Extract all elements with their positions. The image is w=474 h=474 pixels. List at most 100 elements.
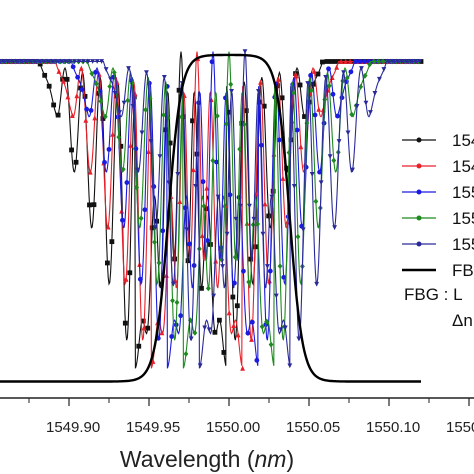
series-layer	[0, 49, 424, 383]
series-1-point	[199, 232, 205, 239]
series-1-point	[61, 78, 66, 84]
series-2-point	[75, 74, 81, 80]
series-4-point	[112, 91, 118, 96]
series-2-point	[214, 159, 219, 165]
series-1-point	[316, 106, 322, 112]
series-4-point	[72, 59, 78, 64]
series-4-point	[63, 59, 69, 64]
series-4-point	[41, 59, 46, 64]
series-2-point	[88, 108, 94, 113]
series-4-point	[305, 81, 311, 86]
series-3	[0, 51, 422, 369]
series-1-point	[92, 115, 98, 121]
series-1-point	[231, 322, 237, 329]
series-3-point	[268, 341, 274, 348]
series-1-point	[249, 336, 254, 342]
series-2-point	[353, 59, 358, 64]
series-3-point	[223, 121, 229, 127]
series-3-point	[246, 279, 252, 285]
series-1-point	[190, 166, 196, 173]
series-3-point	[237, 146, 243, 153]
series-0-point	[297, 82, 303, 88]
series-0-point	[275, 83, 281, 89]
series-4-point	[318, 180, 324, 186]
x-tick-label-2: 1550.00	[206, 419, 260, 436]
series-4-point	[359, 66, 364, 71]
series-4-point	[144, 70, 149, 76]
legend-marker-1	[416, 163, 422, 169]
series-4-point	[14, 59, 19, 64]
series-0-point	[302, 114, 307, 119]
series-0-point	[122, 320, 128, 326]
series-1-point	[74, 92, 80, 99]
legend-label-3: 155	[452, 209, 474, 228]
series-1-point	[258, 79, 263, 85]
series-2-point	[317, 169, 322, 175]
series-4-point	[197, 363, 203, 369]
series-3-point	[134, 184, 140, 191]
series-4-point	[135, 167, 140, 173]
series-0-point	[109, 239, 115, 245]
series-3-point	[367, 61, 373, 68]
series-4-point	[85, 59, 91, 64]
series-4-point	[32, 59, 37, 64]
series-0-point	[329, 59, 334, 64]
series-3-point	[232, 254, 238, 261]
series-4-point	[0, 59, 1, 62]
series-3-point	[344, 75, 350, 81]
series-4-point	[161, 74, 167, 80]
series-4-point	[184, 227, 190, 233]
series-3-point	[125, 97, 131, 104]
series-4-point	[350, 167, 355, 173]
series-3-point	[214, 113, 220, 119]
series-4-point	[0, 59, 6, 64]
series-4-point	[67, 59, 73, 64]
series-4-point	[233, 216, 239, 222]
series-4-point	[336, 139, 342, 144]
series-4-point	[215, 194, 221, 200]
series-0-point	[261, 103, 267, 109]
series-4-point	[332, 225, 337, 231]
series-4-point	[90, 59, 96, 64]
series-2-point	[361, 59, 367, 64]
series-1-point	[146, 148, 151, 155]
series-3-point	[255, 221, 261, 227]
series-3-point	[111, 69, 117, 76]
series-1-point	[338, 58, 344, 64]
series-0-point	[221, 350, 227, 355]
series-3-point	[102, 113, 108, 120]
series-4-point	[282, 325, 288, 331]
series-4-point	[354, 104, 360, 109]
series-0-point	[248, 256, 254, 262]
series-1-point	[334, 64, 340, 70]
series-1-point	[293, 73, 299, 79]
series-1-point	[262, 201, 268, 207]
series-4-point	[341, 70, 346, 76]
series-2-point	[70, 64, 76, 70]
series-3-point	[98, 98, 104, 105]
series-4-point	[224, 231, 230, 237]
series-0-point	[225, 109, 231, 115]
series-0-point	[136, 343, 142, 349]
series-3-point	[228, 81, 234, 88]
legend-label-1: 154	[452, 157, 474, 176]
legend-marker-2	[416, 189, 422, 195]
legend-marker-4	[416, 241, 422, 247]
series-4-point	[256, 89, 261, 94]
series-4-point	[148, 139, 154, 144]
series-4-point	[121, 100, 127, 106]
series-1-point	[87, 169, 93, 175]
legend-background	[392, 124, 474, 340]
series-4-point	[202, 325, 208, 331]
series-1-point	[96, 71, 102, 77]
series-1-point	[69, 112, 75, 119]
series-4-point	[381, 67, 387, 72]
series-4-point	[229, 89, 234, 94]
series-4-point	[242, 49, 248, 54]
series-4-point	[408, 59, 414, 64]
series-4-point	[211, 293, 217, 299]
series-0-point	[324, 59, 330, 64]
series-4-point	[18, 59, 24, 64]
series-4-point	[193, 184, 199, 189]
series-2-point	[169, 334, 175, 339]
